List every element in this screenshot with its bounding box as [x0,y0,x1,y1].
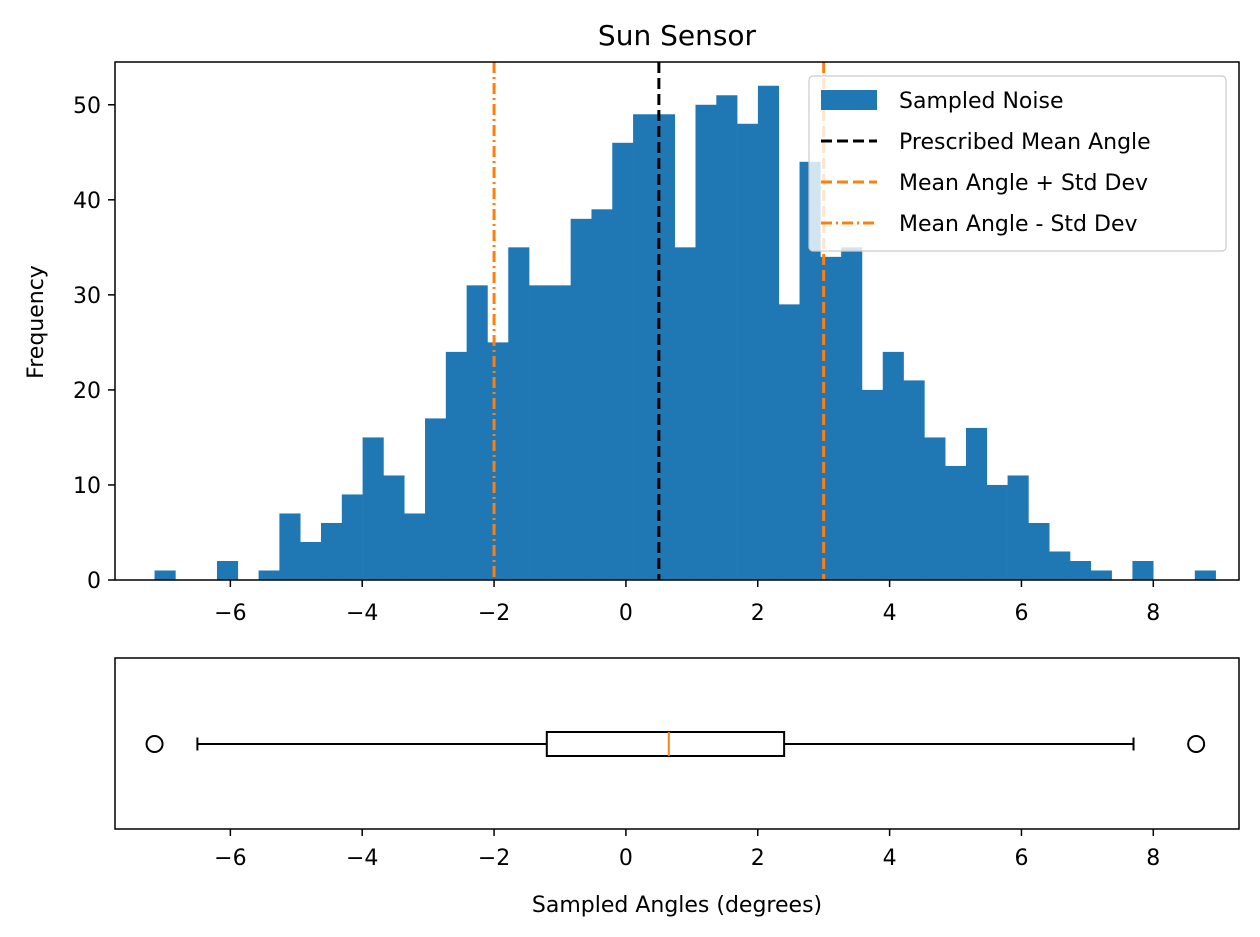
legend-frame [808,75,1227,252]
x-tick-label: 4 [883,601,897,626]
histogram-bar [154,570,176,580]
histogram-bar [1194,570,1216,580]
histogram-bar [653,114,675,580]
histogram-bar [778,304,800,580]
histogram-bar [466,285,488,580]
x-tick-label: −4 [346,846,378,871]
histogram-bar [1090,570,1112,580]
boxplot-axes-frame [114,657,1240,830]
x-tick-label: −2 [478,846,510,871]
x-tick-label: −6 [214,846,246,871]
histogram-bar [425,418,447,580]
histogram-bar [695,104,717,581]
histogram-panel: Sun Sensor −6 −4 −2 0 2 4 6 8 0 10 20 30 40 50 Frequ… [24,19,1240,626]
histogram-bar [1132,560,1154,580]
boxplot-x-ticks: −6 −4 −2 0 2 4 6 8 [214,829,1160,871]
histogram-bar [841,247,863,580]
histogram-bar [757,85,780,580]
histogram-bar [1007,475,1029,580]
x-tick-label: 0 [619,601,633,626]
x-tick-label: −2 [478,601,510,626]
box-iqr [545,731,786,757]
histogram-axes-frame [114,61,1240,581]
histogram-bar [320,522,343,580]
histogram-bar [300,541,322,580]
histogram-bar [1069,560,1092,580]
x-tick-label: 0 [619,846,633,871]
histogram-bar [487,342,509,580]
histogram-bar [633,114,655,580]
histogram-bar [279,513,301,580]
histogram-bar [820,256,842,580]
histogram-bar [945,465,967,580]
histogram-bar [903,380,925,580]
legend-swatch [821,90,877,110]
x-tick-label: 6 [1014,601,1028,626]
boxplot-panel: −6 −4 −2 0 2 4 6 8 Sampled Angles (degrees) [114,657,1240,918]
histogram-bar [591,209,613,580]
y-tick-label: 0 [87,569,101,594]
y-tick-label: 30 [73,284,101,309]
histogram-bar [1049,551,1071,580]
boxplot [145,731,1206,757]
histogram-bars [154,85,1216,581]
y-tick-label: 10 [73,474,101,499]
y-tick-label: 20 [73,379,101,404]
x-tick-label: 4 [883,846,897,871]
histogram-bar [924,437,946,580]
y-tick-label: 50 [73,94,101,119]
histogram-bar [1028,522,1050,580]
histogram-bar [716,95,738,580]
x-axis-label: Sampled Angles (degrees) [532,893,822,918]
x-tick-label: 6 [1014,846,1028,871]
histogram-bar [341,494,363,580]
histogram-bar [861,389,884,580]
y-tick-label: 40 [73,189,101,214]
histogram-bar [799,161,821,581]
histogram-bar [508,247,530,580]
histogram-x-ticks: −6 −4 −2 0 2 4 6 8 [214,580,1160,626]
x-tick-label: −6 [214,601,246,626]
histogram-y-ticks: 0 10 20 30 40 50 [73,94,115,594]
histogram-bar [965,427,988,580]
y-axis-label: Frequency [24,265,49,379]
histogram-bar [674,247,696,580]
legend: Sampled Noise Prescribed Mean Angle Mean A… [808,75,1227,252]
legend-label: Prescribed Mean Angle [899,130,1151,155]
histogram-bar [404,513,426,580]
x-tick-label: 2 [751,601,765,626]
legend-label: Mean Angle - Std Dev [899,212,1138,237]
x-tick-label: 8 [1146,601,1160,626]
histogram-bar [737,123,759,580]
legend-label: Sampled Noise [899,89,1063,114]
histogram-bar [549,285,571,580]
outlier-point [145,735,164,753]
histogram-bar [529,285,551,580]
histogram-bar [445,351,467,580]
histogram-bar [362,437,384,580]
x-tick-label: −4 [346,601,378,626]
histogram-bar [986,484,1008,580]
histogram-bar [383,475,405,580]
x-tick-label: 2 [751,846,765,871]
x-tick-label: 8 [1146,846,1160,871]
chart-title: Sun Sensor [598,19,757,52]
legend-label: Mean Angle + Std Dev [899,171,1148,196]
histogram-bar [882,351,904,580]
histogram-bar [216,560,239,580]
outlier-point [1187,735,1206,753]
histogram-bar [258,570,280,580]
histogram-bar [570,218,592,580]
histogram-bar [612,142,634,580]
